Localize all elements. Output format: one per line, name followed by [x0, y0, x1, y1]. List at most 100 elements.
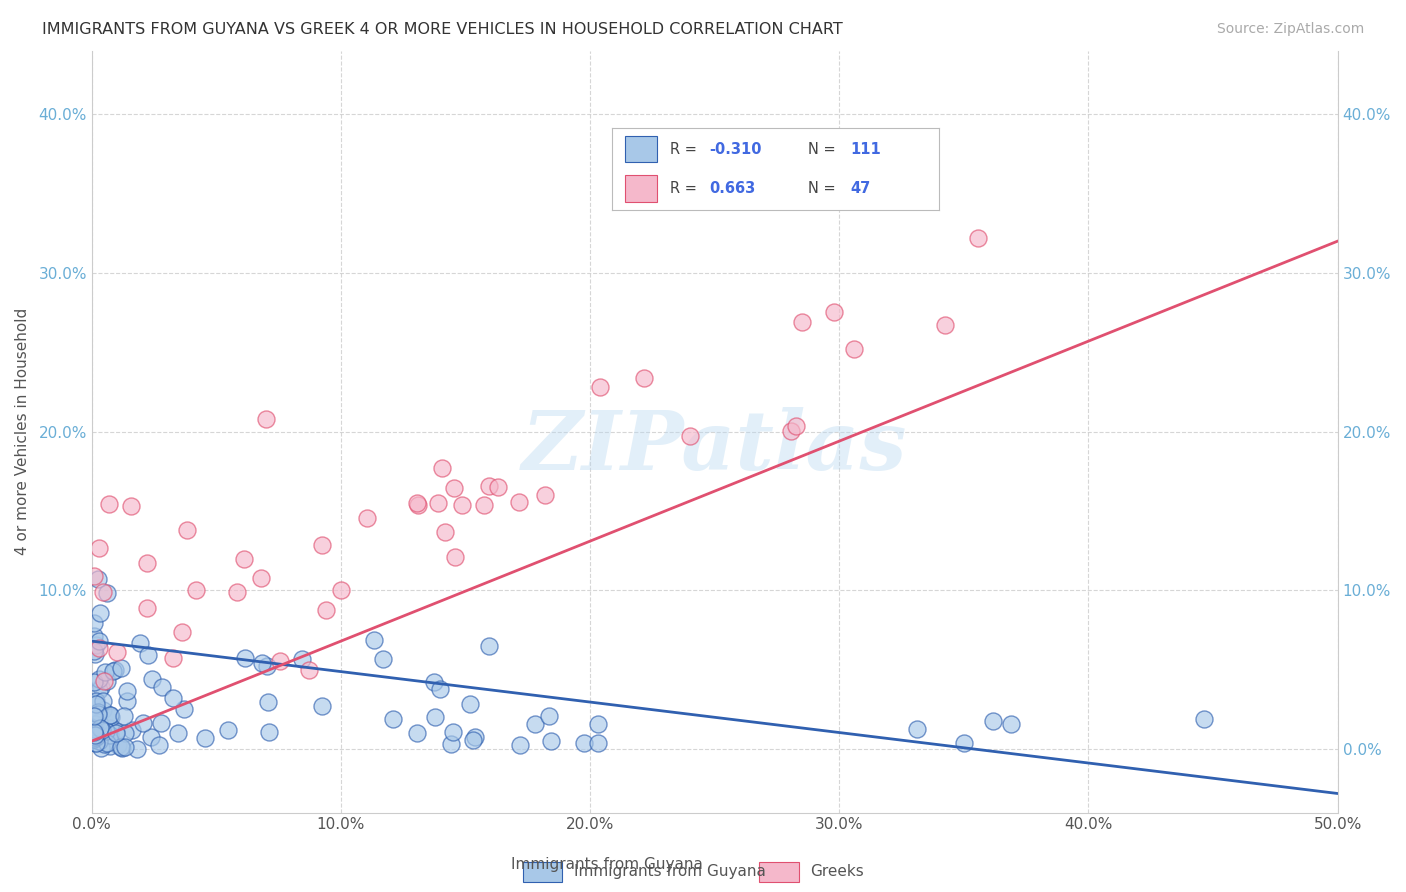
Point — [785, 419, 807, 434]
Point — [117, 694, 139, 708]
Point — [523, 717, 546, 731]
Point — [311, 538, 333, 552]
Point — [83, 675, 105, 690]
Point — [84, 648, 107, 662]
Point — [440, 737, 463, 751]
FancyBboxPatch shape — [624, 136, 658, 162]
Text: ZIPatlas: ZIPatlas — [522, 407, 907, 487]
Point — [105, 645, 128, 659]
Point — [98, 739, 121, 753]
Point — [905, 722, 928, 736]
Point — [533, 488, 555, 502]
Point — [458, 697, 481, 711]
Point — [87, 733, 110, 747]
Point — [406, 498, 429, 512]
Point — [87, 682, 110, 697]
Point — [128, 636, 150, 650]
Point — [136, 556, 159, 570]
Point — [105, 724, 128, 739]
Point — [98, 721, 121, 735]
Point — [91, 703, 114, 717]
Point — [426, 496, 449, 510]
Point — [257, 696, 280, 710]
Point — [89, 721, 111, 735]
FancyBboxPatch shape — [759, 862, 799, 882]
Point — [136, 648, 159, 663]
FancyBboxPatch shape — [523, 862, 562, 882]
Point — [84, 717, 107, 731]
Point — [226, 584, 249, 599]
Point — [217, 723, 239, 737]
Point — [478, 640, 501, 654]
Point — [250, 571, 273, 585]
Point — [87, 715, 110, 730]
Point — [125, 741, 148, 756]
Point — [84, 698, 107, 712]
Point — [86, 705, 108, 719]
Point — [84, 736, 107, 750]
Point — [363, 632, 385, 647]
Point — [83, 706, 105, 721]
Point — [823, 305, 845, 319]
Point — [194, 731, 217, 745]
Point — [96, 737, 118, 751]
Point — [679, 429, 702, 443]
Point — [170, 625, 193, 640]
FancyBboxPatch shape — [624, 176, 658, 202]
Point — [120, 500, 142, 514]
Point — [429, 681, 451, 696]
Point — [87, 572, 110, 586]
Text: -0.310: -0.310 — [710, 142, 762, 157]
Point — [83, 732, 105, 747]
Point — [792, 315, 814, 329]
Point — [150, 680, 173, 694]
Point — [589, 379, 612, 393]
Point — [84, 736, 107, 750]
Point — [93, 737, 115, 751]
Point — [1000, 717, 1022, 731]
Text: Source: ZipAtlas.com: Source: ZipAtlas.com — [1216, 22, 1364, 37]
Point — [115, 684, 138, 698]
Point — [461, 732, 484, 747]
Point — [586, 716, 609, 731]
Y-axis label: 4 or more Vehicles in Household: 4 or more Vehicles in Household — [15, 308, 30, 555]
Point — [443, 725, 465, 739]
Point — [1194, 713, 1216, 727]
Point — [83, 728, 105, 742]
Point — [96, 673, 118, 688]
Point — [86, 638, 108, 652]
Point — [537, 709, 560, 723]
Point — [90, 740, 112, 755]
Point — [89, 606, 111, 620]
Point — [269, 654, 291, 668]
Text: Immigrants from Guyana: Immigrants from Guyana — [512, 857, 703, 872]
Point — [382, 712, 405, 726]
Point — [235, 650, 257, 665]
Point — [291, 652, 314, 666]
Point — [114, 725, 136, 739]
Point — [98, 497, 121, 511]
Point — [540, 734, 562, 748]
Text: N =: N = — [808, 142, 839, 157]
Point — [478, 479, 501, 493]
Point — [94, 724, 117, 739]
Point — [451, 498, 474, 512]
Point — [167, 726, 190, 740]
Point — [83, 629, 105, 643]
Point — [141, 672, 163, 686]
Point — [464, 730, 486, 744]
Point — [87, 672, 110, 686]
Point — [588, 736, 610, 750]
Point — [423, 674, 446, 689]
Point — [443, 481, 465, 495]
Point — [105, 726, 128, 740]
Point — [633, 371, 655, 385]
Point — [103, 664, 125, 678]
Point — [423, 710, 446, 724]
Point — [83, 723, 105, 738]
Point — [83, 725, 105, 739]
Point — [91, 694, 114, 708]
Point — [84, 712, 107, 726]
Point — [100, 709, 122, 723]
Point — [311, 699, 333, 714]
